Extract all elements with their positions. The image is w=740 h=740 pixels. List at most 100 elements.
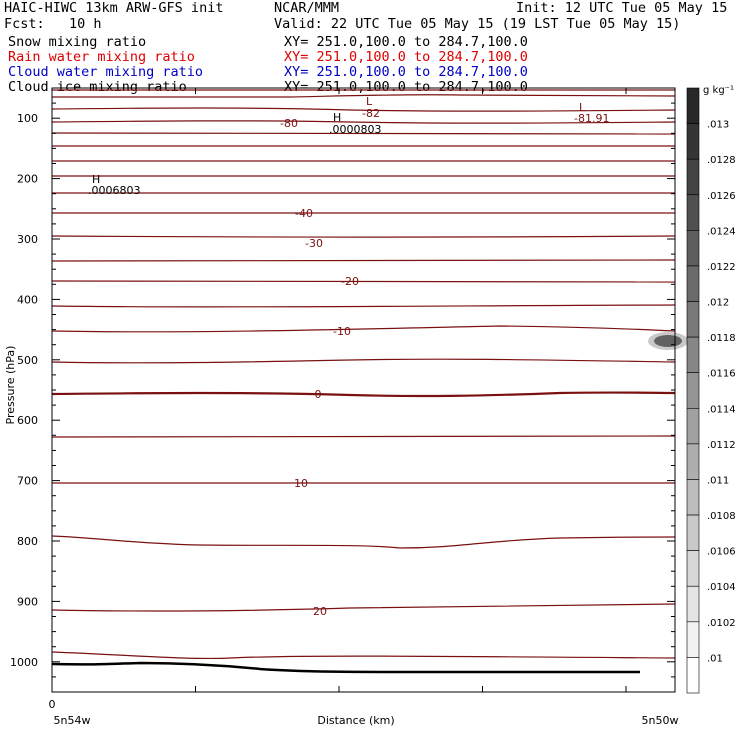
y-tick-label: 300 [17,233,38,246]
contour-label: 10 [294,477,308,490]
y-tick-label: 500 [17,354,38,367]
init-time: Init: 12 UTC Tue 05 May 15 [516,0,728,16]
colorbar-label: .0116 [707,369,736,380]
colorbar-label: .0112 [707,440,736,451]
colorbar-swatch [686,230,700,267]
colorbar-swatch [686,301,700,338]
x-end-label: 5n50w [642,714,679,727]
colorbar-swatch [686,87,700,124]
org-label: NCAR/MMM [274,0,340,16]
colorbar-label: .0118 [707,333,736,344]
forecast-hour: Fcst: 10 h [4,16,102,32]
y-tick-label: 1000 [10,656,38,669]
plot-frame [51,87,676,693]
contour-label: 20 [313,605,327,618]
colorbar-label: .0104 [707,582,736,593]
colorbar-label: .012 [707,298,729,309]
field-xy-snow: XY= 251.0,100.0 to 284.7,100.0 [284,34,528,50]
field-xy-rain: XY= 251.0,100.0 to 284.7,100.0 [284,49,528,65]
contour-line [51,107,676,112]
colorbar-label: .0106 [707,547,736,558]
colorbar-label: .0128 [707,155,736,166]
x-start-label: 5n54w [54,714,91,727]
y-tick-label: 100 [17,112,38,125]
high-value: .0006803 [88,184,141,197]
colorbar-swatch [686,336,700,374]
field-xy-cloud-ice: XY= 251.0,100.0 to 284.7,100.0 [284,79,528,95]
contour-label: 0 [315,388,322,401]
field-name-cloud-water: Cloud water mixing ratio [8,64,204,80]
colorbar-swatch [686,194,700,231]
colorbar-swatch [686,657,700,694]
high-marker: H [92,173,100,186]
contour-line [51,651,676,660]
low-value: -81.91 [574,112,609,125]
colorbar: .013 .0128 .0126 .0124 .0122 .012 .0118 .0116 .0… [686,87,736,694]
contour-line [51,280,676,283]
valid-time: Valid: 22 UTC Tue 05 May 15 (19 LST Tue … [274,16,681,32]
contour-line [51,259,676,263]
y-tick-label: 400 [17,293,38,306]
y-tick-label: 700 [17,475,38,488]
contour-line [51,358,676,364]
zero-contour-line [51,391,676,398]
terrain-line [51,661,640,674]
colorbar-label: .0114 [707,404,736,415]
colorbar-swatch [686,550,700,587]
colorbar-label: .0122 [707,262,736,273]
contour-label: -80 [280,117,298,130]
colorbar-swatch [686,407,700,445]
colorbar-swatch [686,123,700,160]
contour-line [51,132,676,135]
contour-line [51,160,676,162]
x-axis [195,88,627,692]
colorbar-units: g kg⁻¹ [703,85,734,96]
contour-label: -30 [305,237,323,250]
colorbar-swatch [686,479,700,516]
contour-line [51,120,676,124]
y-tick-label: 600 [17,414,38,427]
contour-line [51,304,676,308]
contour-line [51,435,676,438]
y-tick-label: 800 [17,535,38,548]
high-value: .0000803 [329,123,382,136]
contour-labels: -80 -40 -30 -20 -10 0 10 20 [280,117,359,618]
colorbar-label: .013 [707,120,729,131]
contour-label: -20 [341,275,359,288]
contour-lines [51,89,676,660]
y-axis-title: Pressure (hPa) [4,346,17,425]
extrema-annotations: H .0000803 H .0006803 L -82 L -81.91 [88,95,609,197]
colorbar-swatch [686,585,700,623]
colorbar-swatch [686,158,700,196]
contour-line [51,482,676,485]
x-axis-title: Distance (km) [317,714,394,727]
low-value: -82 [362,107,380,120]
y-tick-label: 200 [17,173,38,186]
colorbar-swatch [686,372,700,409]
field-name-snow: Snow mixing ratio [8,34,147,50]
colorbar-label: .0124 [707,226,736,237]
x-zero-label: 0 [49,698,56,711]
low-marker: L [579,101,586,114]
model-title: HAIC-HIWC 13km ARW-GFS init [4,0,224,16]
contour-line [51,235,676,238]
contour-line [52,94,676,98]
colorbar-label: .011 [707,475,729,486]
contour-label: -10 [333,325,351,338]
contour-line [51,603,676,612]
colorbar-label: .0126 [707,191,736,202]
colorbar-swatch [686,514,700,551]
colorbar-label: .01 [707,653,723,664]
field-name-cloud-ice: Cloud ice mixing ratio [8,79,187,95]
field-name-rain: Rain water mixing ratio [8,49,195,65]
high-marker: H [333,111,341,124]
contour-line [51,325,676,333]
colorbar-label: .0108 [707,511,736,522]
contour-label: -40 [295,207,313,220]
colorbar-swatch [686,621,700,658]
colorbar-swatch [686,443,700,480]
cloud-blob-halo [648,332,688,350]
field-xy-cloud-water: XY= 251.0,100.0 to 284.7,100.0 [284,64,528,80]
